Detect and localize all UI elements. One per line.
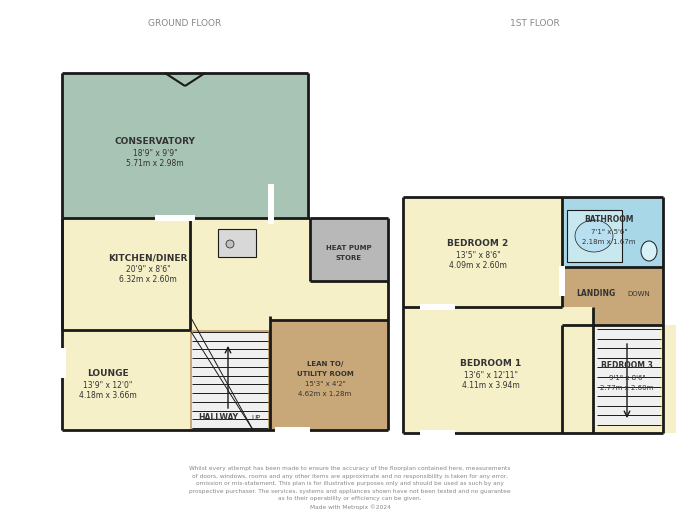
Bar [403, 197, 562, 307]
Text: 2.77m x 2.60m: 2.77m x 2.60m [601, 385, 654, 391]
Bar [420, 304, 455, 310]
Text: UP: UP [251, 415, 260, 421]
Text: UTILITY ROOM: UTILITY ROOM [297, 371, 354, 377]
Text: 4.18m x 3.66m: 4.18m x 3.66m [79, 390, 137, 400]
Text: LANDING: LANDING [576, 289, 615, 298]
Ellipse shape [575, 220, 613, 252]
Text: LOUNGE: LOUNGE [88, 369, 129, 378]
Bar [192, 332, 268, 428]
Bar [62, 73, 308, 218]
Bar [275, 427, 310, 433]
Text: 9'1" x 8'6": 9'1" x 8'6" [609, 375, 645, 381]
Text: LEAN TO/: LEAN TO/ [307, 361, 343, 367]
Text: 18'9" x 9'9": 18'9" x 9'9" [133, 148, 177, 157]
Text: BEDROOM 3: BEDROOM 3 [601, 361, 653, 370]
Bar [62, 218, 388, 430]
Bar [420, 430, 455, 436]
Text: 4.62m x 1.28m: 4.62m x 1.28m [298, 391, 351, 397]
Ellipse shape [641, 241, 657, 261]
Text: 20'9" x 8'6": 20'9" x 8'6" [126, 266, 170, 275]
Bar [567, 210, 622, 262]
Text: 13'9" x 12'0": 13'9" x 12'0" [83, 380, 133, 389]
Bar [155, 215, 195, 221]
Circle shape [226, 240, 234, 248]
Bar [595, 327, 660, 425]
Text: HEAT PUMP: HEAT PUMP [326, 245, 372, 251]
Bar [268, 184, 274, 224]
Text: 13'6" x 12'11": 13'6" x 12'11" [464, 370, 518, 379]
Text: 6.32m x 2.60m: 6.32m x 2.60m [119, 276, 177, 285]
Text: DOWN: DOWN [628, 291, 650, 297]
Text: 4.09m x 2.60m: 4.09m x 2.60m [449, 261, 507, 270]
Text: 7'1" x 5'6": 7'1" x 5'6" [591, 229, 627, 235]
Text: 5.71m x 2.98m: 5.71m x 2.98m [126, 158, 184, 167]
Bar [567, 210, 622, 262]
Bar [559, 266, 565, 296]
Bar [562, 197, 663, 267]
Bar [60, 348, 66, 378]
Bar [403, 307, 593, 433]
Text: 13'5" x 8'6": 13'5" x 8'6" [456, 251, 500, 260]
Text: HALLWAY: HALLWAY [198, 413, 238, 422]
Text: GROUND FLOOR: GROUND FLOOR [148, 19, 222, 28]
Text: Whilst every attempt has been made to ensure the accuracy of the floorplan conta: Whilst every attempt has been made to en… [189, 467, 511, 510]
Text: 2.18m x 1.67m: 2.18m x 1.67m [582, 239, 636, 245]
Text: KITCHEN/DINER: KITCHEN/DINER [108, 254, 188, 262]
Bar [310, 218, 388, 281]
Bar [593, 325, 676, 433]
Text: BEDROOM 1: BEDROOM 1 [461, 359, 522, 368]
Bar [218, 229, 256, 257]
Text: 1ST FLOOR: 1ST FLOOR [510, 19, 560, 28]
Text: BEDROOM 2: BEDROOM 2 [447, 239, 509, 248]
Text: STORE: STORE [336, 255, 362, 261]
Text: 4.11m x 3.94m: 4.11m x 3.94m [462, 380, 520, 389]
Text: CONSERVATORY: CONSERVATORY [115, 137, 195, 146]
Bar [270, 320, 388, 430]
Bar [190, 330, 270, 430]
Text: 15'3" x 4'2": 15'3" x 4'2" [304, 381, 345, 387]
Text: BATHROOM: BATHROOM [584, 216, 634, 225]
Bar [562, 267, 663, 325]
Bar [218, 229, 256, 257]
